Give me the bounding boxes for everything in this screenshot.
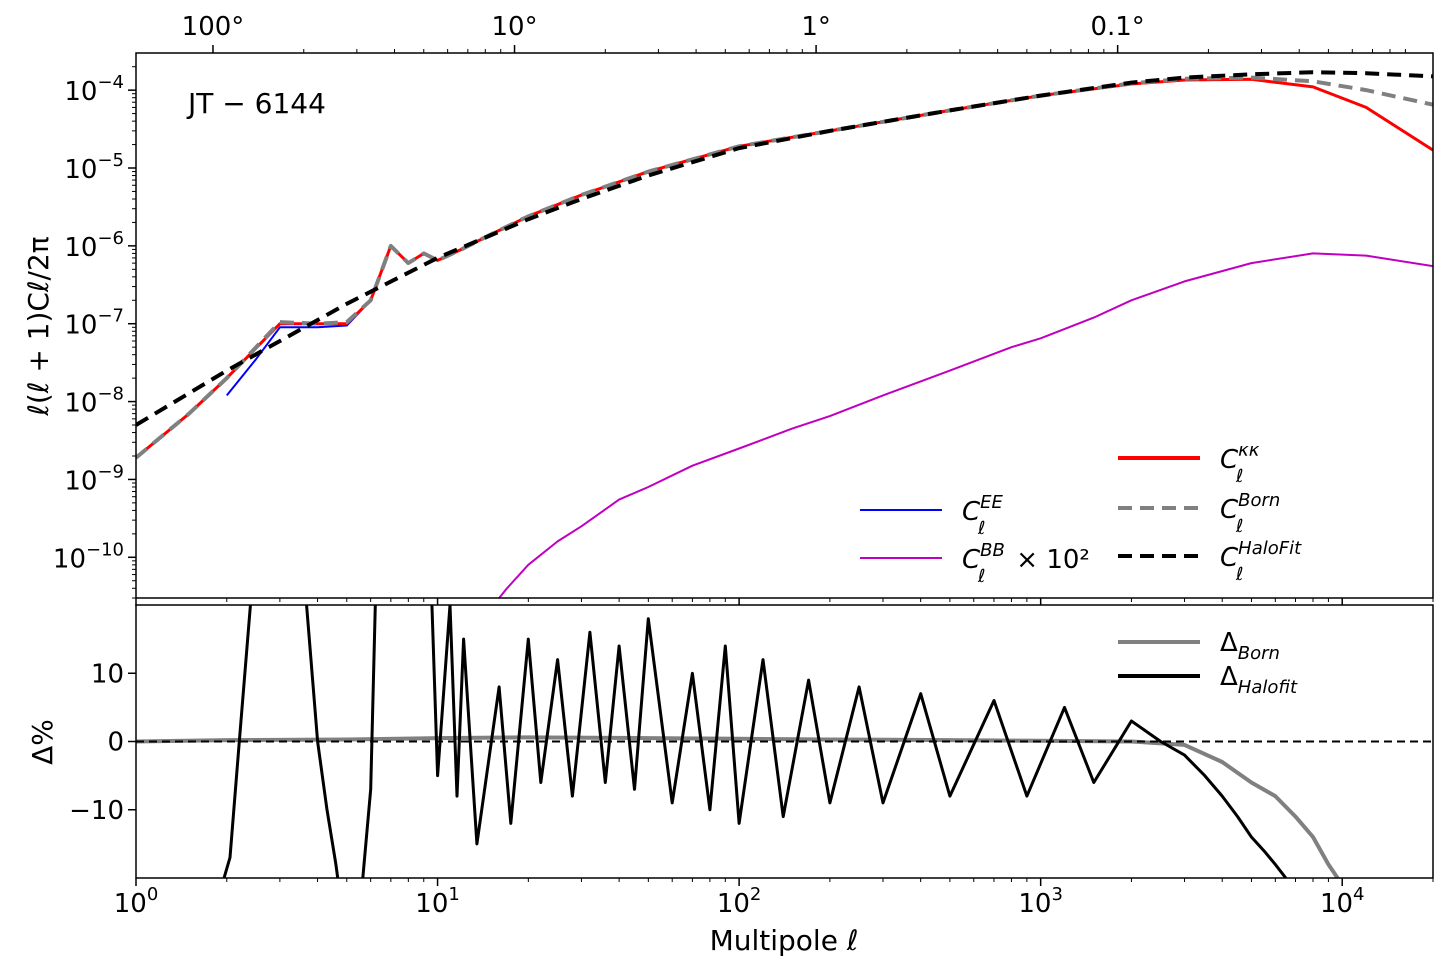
bottom-y-axis-label: Δ%	[26, 719, 59, 765]
bottom-y-tick-label: −10	[69, 796, 124, 826]
top-panel: 10−10 10−9 10−8 10−7 10−6 10−5 10−4 100° 10° 1° 0…	[22, 12, 1434, 606]
bottom-y-tick-label: 0	[107, 728, 124, 758]
legend-label-dborn: ΔBorn	[1220, 628, 1280, 664]
bottom-series-group	[136, 605, 1433, 878]
top-y-axis-label: ℓ(ℓ + 1)Cℓ/2π	[22, 236, 55, 416]
legend-label-EE: CEE ℓ	[962, 492, 1004, 539]
top-y-tick-label: 10−7	[64, 306, 124, 341]
top-series-halofit	[136, 70, 1433, 427]
bottom-x-tick-label: 103	[1018, 884, 1063, 919]
top-annotation: JT − 6144	[186, 87, 326, 120]
angle-tick-label: 10°	[491, 12, 537, 42]
top-frame	[135, 52, 1434, 599]
bottom-x-tick-label: 104	[1320, 884, 1365, 919]
top-y-tick-label: 10−9	[64, 461, 124, 496]
top-y-tick-label: 10−8	[64, 384, 124, 419]
legend-label-born: CBorn ℓ	[1220, 490, 1280, 537]
top-y-tick-label: 10−5	[64, 150, 124, 185]
x-axis-label: Multipole ℓ	[710, 924, 859, 957]
bottom-x-ticks: 100 101 102 103 104	[114, 878, 1434, 919]
legend-label-BB: CBB ℓ × 10²	[962, 540, 1090, 587]
bottom-x-tick-label: 101	[415, 884, 460, 919]
bottom-y-ticks: 10 0 −10	[69, 659, 136, 826]
bottom-x-tick-label: 102	[717, 884, 762, 919]
legend-label-dhalofit: ΔHalofit	[1220, 662, 1298, 698]
angle-tick-label: 0.1°	[1090, 12, 1144, 42]
bottom-x-tick-label: 100	[114, 884, 159, 919]
bottom-panel: 100−10 100 101 102 103 104 Δ% Multipole ℓ ΔB…	[26, 604, 1434, 957]
top-series-bb-10-	[497, 252, 1433, 598]
top-series-group	[136, 70, 1433, 598]
legend-label-kk: Cκκ ℓ	[1220, 440, 1260, 487]
top-angle-axis: 100° 10° 1° 0.1°	[182, 12, 1406, 53]
top-y-tick-label: 10−4	[64, 72, 124, 107]
angle-tick-label: 100°	[182, 12, 245, 42]
top-y-tick-label: 10−6	[64, 228, 124, 263]
top-y-ticks: 10−10 10−9 10−8 10−7 10−6 10−5 10−4	[53, 66, 136, 599]
angle-tick-label: 1°	[801, 12, 831, 42]
legend-label-halofit: CHaloFit ℓ	[1220, 538, 1302, 585]
top-y-tick-label: 10−10	[53, 539, 124, 574]
top-plot-area	[136, 53, 1433, 598]
bottom-y-tick-label: 10	[91, 659, 124, 689]
